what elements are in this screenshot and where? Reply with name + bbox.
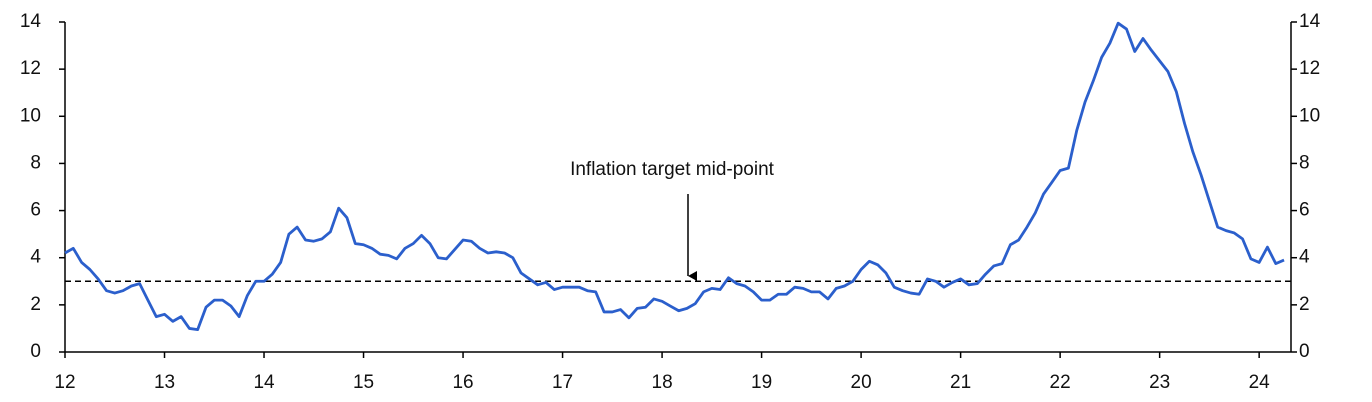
y2-tick-label: 2 (1299, 294, 1310, 315)
y-tick-label: 6 (30, 200, 41, 221)
y-tick-label: 14 (20, 11, 42, 32)
y-tick-label: 0 (30, 341, 41, 362)
y2-tick-label: 10 (1299, 105, 1320, 126)
y2-tick-label: 4 (1299, 247, 1310, 268)
x-tick-label: 21 (950, 372, 971, 393)
y2-tick-label: 8 (1299, 152, 1310, 173)
y-tick-label: 10 (20, 105, 41, 126)
x-tick-label: 14 (253, 372, 275, 393)
y2-tick-label: 14 (1299, 11, 1321, 32)
x-tick-label: 23 (1149, 372, 1170, 393)
x-tick-label: 18 (652, 372, 673, 393)
y2-tick-label: 6 (1299, 200, 1310, 221)
y-tick-label: 8 (30, 152, 41, 173)
x-tick-label: 22 (1050, 372, 1071, 393)
y-tick-label: 4 (30, 247, 41, 268)
y-tick-label: 2 (30, 294, 41, 315)
x-tick-label: 17 (552, 372, 573, 393)
x-tick-label: 16 (452, 372, 473, 393)
x-tick-label: 24 (1249, 372, 1271, 393)
x-tick-label: 19 (751, 372, 772, 393)
y2-tick-label: 0 (1299, 341, 1310, 362)
line (64, 21, 1285, 332)
x-tick-label: 20 (851, 372, 872, 393)
x-tick-label: 13 (154, 372, 175, 393)
annotation: Inflation target mid-point (570, 159, 775, 180)
x-tick-label: 15 (353, 372, 374, 393)
y-tick-label: 12 (20, 58, 41, 79)
y2-tick-label: 12 (1299, 58, 1320, 79)
x-tick-label: 12 (54, 372, 75, 393)
